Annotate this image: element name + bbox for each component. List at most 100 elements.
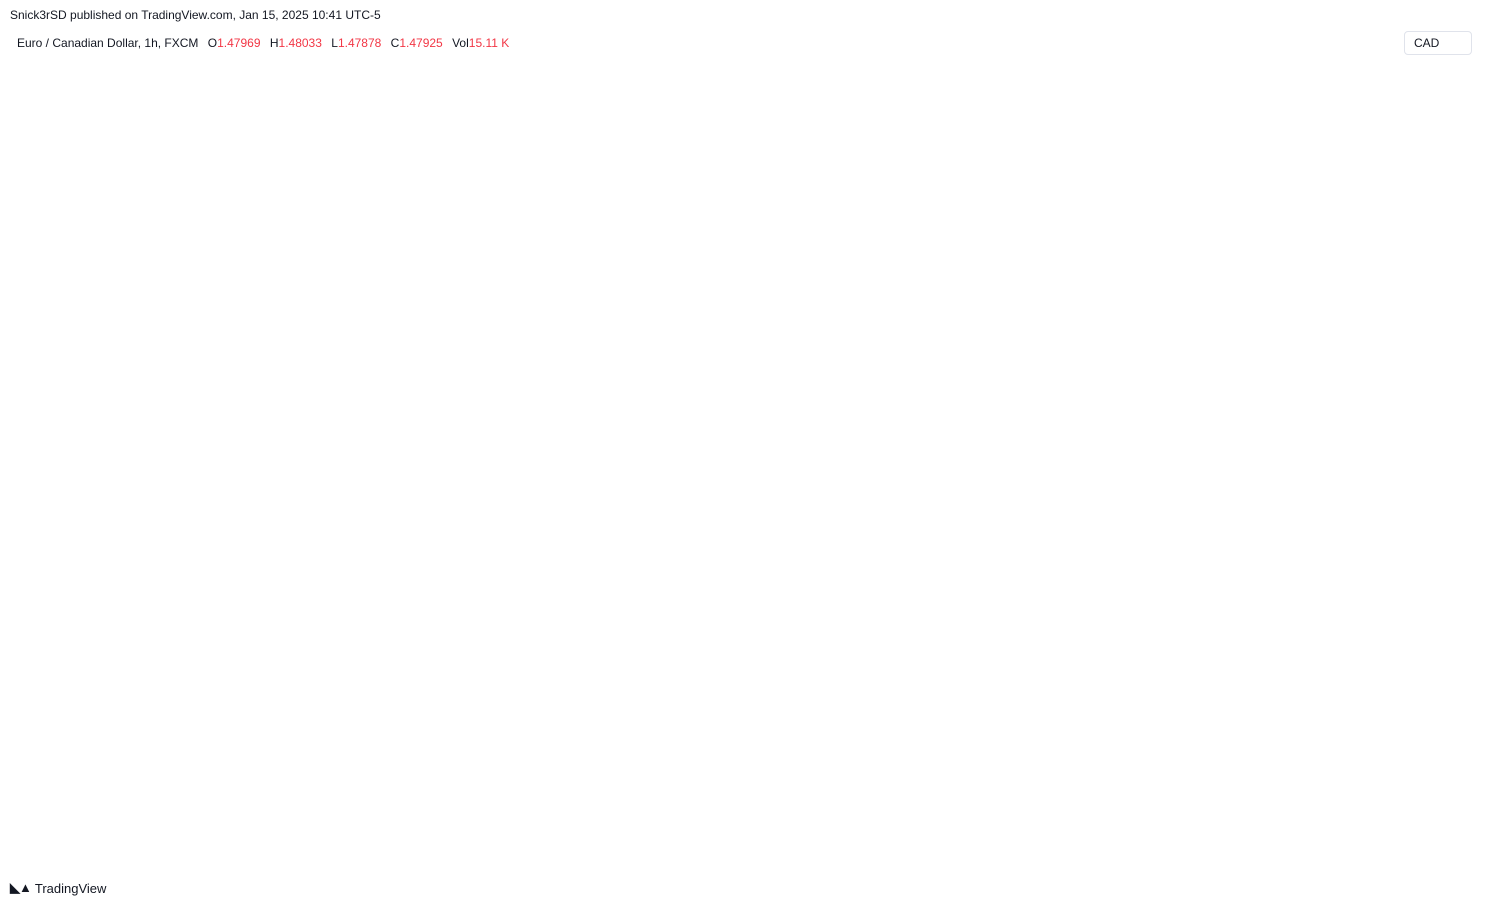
candle-body [382, 319, 389, 326]
currency-button[interactable]: CAD [1404, 31, 1472, 55]
macd-histogram-bar [27, 685, 35, 690]
candle-body [763, 270, 770, 279]
tradingview-logo-icon: ◣▲ [10, 880, 32, 895]
symbol-title[interactable]: Euro / Canadian Dollar, 1h, FXCM [17, 36, 199, 50]
candle-body [70, 119, 77, 147]
macd-histogram-bar [306, 690, 314, 720]
macd-histogram-bar [940, 690, 947, 695]
macd-histogram-bar [69, 681, 77, 690]
candle-body [441, 377, 448, 400]
candle-body [264, 121, 271, 125]
candle-body [256, 110, 263, 125]
macd-histogram-bar [627, 664, 635, 690]
candle-body [306, 289, 313, 304]
candle-body [585, 421, 592, 452]
candle-body [915, 259, 922, 298]
candle-body [822, 267, 829, 271]
macd-histogram-bar [204, 679, 212, 690]
open-value: 1.47969 [217, 36, 261, 50]
macd-histogram-bar [340, 690, 348, 716]
close-value: 1.47925 [399, 36, 443, 50]
candle-body [610, 413, 617, 422]
candle-body [830, 264, 837, 271]
macd-axis-label: −0.00100 [1410, 725, 1461, 739]
candle-body [889, 281, 896, 284]
candle-body [923, 259, 930, 276]
macd-histogram-bar [289, 690, 297, 716]
candle-body [678, 383, 685, 394]
macd-histogram-bar [771, 664, 778, 690]
candle-body [433, 377, 440, 392]
candle-body [695, 372, 702, 392]
candle-body [154, 143, 161, 163]
macd-histogram-bar [830, 679, 838, 690]
price-axis-label: 1.46800 [1410, 563, 1454, 577]
macd-histogram-bar [238, 682, 246, 690]
candle-body [332, 308, 339, 328]
candle-body [247, 110, 254, 122]
candle-body [188, 124, 195, 130]
macd-histogram-bar [923, 690, 931, 699]
macd-histogram-bar [602, 669, 609, 690]
macd-histogram-bar [694, 671, 702, 690]
macd-histogram-bar [145, 687, 153, 690]
macd-line [14, 630, 961, 796]
macd-histogram-bar [78, 679, 86, 690]
macd-histogram-bar [847, 687, 855, 690]
candle-body [315, 289, 322, 304]
candle-body [864, 275, 871, 282]
candle-body [847, 275, 854, 287]
macd-histogram-bar [610, 666, 618, 690]
candle-body [551, 471, 558, 488]
macd-histogram-bar [483, 690, 491, 707]
macd-histogram-bar [95, 678, 102, 690]
close-label: C [390, 36, 400, 50]
candle-body [577, 451, 584, 480]
macd-histogram-bar [509, 690, 517, 701]
candle-body [712, 355, 719, 378]
tradingview-logo[interactable]: ◣▲ TradingView [10, 880, 106, 896]
open-label: O [207, 36, 218, 50]
bos-arrow-icon [956, 317, 968, 330]
time-axis-label: 12:00 [704, 851, 734, 865]
macd-histogram-bar [644, 666, 652, 690]
macd-histogram-bar [196, 677, 204, 690]
candle-body [653, 413, 660, 422]
macd-histogram-bar [458, 690, 466, 701]
candle-body [518, 504, 524, 513]
candle-body [281, 121, 288, 309]
candle-body [399, 317, 406, 320]
candle-body [349, 292, 355, 304]
candle-body [636, 416, 643, 422]
time-axis-label: 13 [408, 851, 422, 865]
macd-histogram-bar [576, 680, 584, 690]
macd-histogram-bar [18, 687, 26, 690]
macd-histogram-bar [323, 690, 331, 724]
candle-body [813, 267, 820, 271]
macd-histogram-bar [661, 669, 669, 690]
macd-histogram-bar [787, 669, 795, 690]
macd-histogram-bar [373, 690, 381, 705]
candle-body [898, 281, 905, 290]
macd-histogram-bar [348, 690, 356, 711]
candle-body [754, 270, 761, 293]
candle-body [543, 457, 550, 471]
macd-histogram-bar [390, 690, 398, 702]
candle-body [416, 361, 423, 381]
candle-body [222, 152, 229, 172]
macd-histogram-bar [618, 664, 626, 690]
price-axis-label: 1.47800 [1410, 288, 1454, 302]
macd-histogram-bar [652, 668, 660, 690]
candle-body [27, 154, 34, 174]
macd-histogram-bar [762, 662, 770, 690]
macd-histogram-bar [880, 690, 888, 697]
macd-histogram-bar [796, 671, 804, 690]
candle-body [36, 154, 43, 169]
macd-histogram-bar [61, 682, 69, 690]
imbalance-price-tag [1402, 182, 1464, 200]
macd-histogram-bar [728, 668, 736, 690]
candle-body [112, 160, 119, 169]
candle-body [957, 231, 964, 238]
candle-body [44, 146, 51, 169]
